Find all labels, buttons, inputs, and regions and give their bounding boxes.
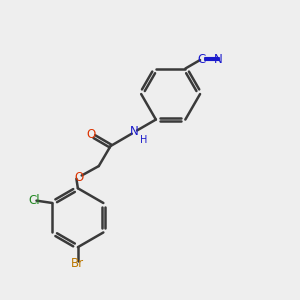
Text: O: O xyxy=(87,128,96,141)
Text: C: C xyxy=(197,52,206,66)
Text: H: H xyxy=(140,136,147,146)
Text: Cl: Cl xyxy=(28,194,40,207)
Text: O: O xyxy=(74,171,83,184)
Text: N: N xyxy=(214,52,223,66)
Text: N: N xyxy=(130,125,139,138)
Text: Br: Br xyxy=(71,257,84,270)
